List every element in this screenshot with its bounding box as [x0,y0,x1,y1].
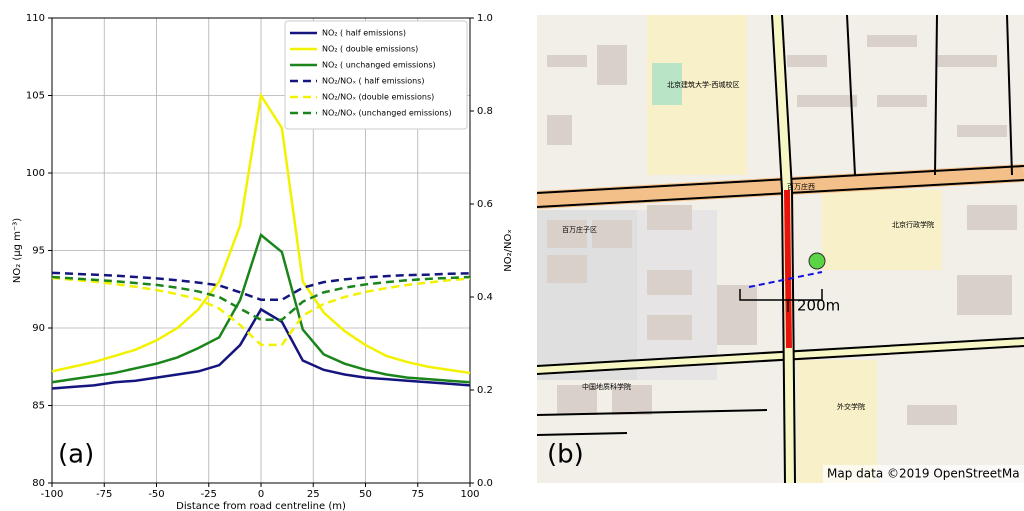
series-line [51,92,471,375]
scale-label: 200m [797,297,840,315]
legend-label: NO₂ ( unchanged emissions) [322,61,436,70]
y-tick-label: 105 [26,91,45,102]
y-tick-label: 90 [32,323,45,334]
x-tick-label: 0 [258,489,264,500]
y-tick-label: 85 [32,401,45,412]
legend-box [284,20,468,130]
y2-tick-label: 0.0 [477,478,493,489]
y2-axis-title: NO₂/NOₓ [503,229,514,272]
y2-tick-label: 0.8 [477,106,493,117]
x-tick-label: 100 [460,489,479,500]
y2-tick-label: 0.6 [477,199,493,210]
y-tick-label: 95 [32,246,45,257]
map-label: 百万庄子区 [562,225,597,234]
series-line [51,276,471,347]
transect [748,271,823,288]
campus-area [797,360,877,483]
series-line [51,232,471,384]
legend-label: NO₂ ( half emissions) [322,29,406,38]
x-tick-label: 25 [307,489,320,500]
park [652,63,682,105]
x-tick-label: 75 [411,489,424,500]
road-segment [784,189,792,349]
map-label: 百万庄西 [787,182,815,191]
y2-tick-label: 0.4 [477,292,493,303]
y2-tick-label: 0.2 [477,385,493,396]
map-label: 北京建筑大学-西城校区 [667,80,740,89]
panel-label: (b) [547,440,584,470]
plot-frame [51,17,471,484]
map-label: 中国地质科学院 [582,382,631,391]
y-tick-label: 80 [32,478,45,489]
panel-label: (a) [58,440,94,470]
y-axis-title: NO₂ (μg m⁻³) [12,218,23,283]
map-label: 外交学院 [837,402,865,411]
x-tick-label: -75 [96,489,112,500]
y-tick-label: 110 [26,13,45,24]
series-line [51,275,471,322]
legend-label: NO₂/NOₓ ( half emissions) [322,77,425,86]
buildings [547,35,1017,425]
map-label: 北京行政学院 [892,220,934,229]
attribution-bg [823,465,1024,483]
x-tick-label: -50 [148,489,164,500]
series-line [51,271,471,302]
y-tick-label: 100 [26,168,45,179]
series-line [51,307,471,390]
legend-label: NO₂/NOₓ (unchanged emissions) [322,109,452,118]
x-tick-label: -25 [201,489,217,500]
y2-tick-label: 1.0 [477,13,493,24]
legend-label: NO₂ ( double emissions) [322,45,418,54]
line-chart: -100 -75 -50 -25 0 25 50 75 100 80 85 90 95 100 105 110… [12,13,514,511]
x-tick-label: -100 [41,489,64,500]
x-tick-label: 50 [359,489,372,500]
receptor-point [808,252,826,270]
legend-label: NO₂/NOₓ (double emissions) [322,93,434,102]
scale-bracket [739,289,823,312]
x-axis-title: Distance from road centreline (m) [176,501,346,511]
campus-area [822,190,942,270]
attribution: Map data ©2019 OpenStreetMa [827,467,1020,481]
